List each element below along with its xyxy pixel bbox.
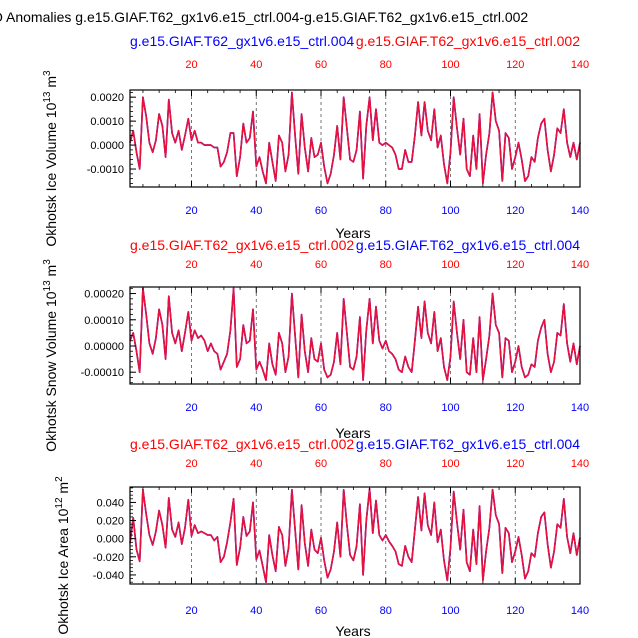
snow-volume-yaxis-label-part: m (43, 265, 59, 281)
snow-volume-yaxis-label-part: 13 (42, 280, 53, 292)
ice-volume-xaxis-label: Years (335, 225, 370, 241)
ice-volume-top-label-right: g.e15.GIAF.T62_gx1v6.e15_ctrl.002 (356, 33, 580, 49)
ice-area-xtick-label-top: 100 (441, 458, 459, 470)
ice-volume-ytick-label: 0.0000 (90, 140, 124, 152)
ice-area-yaxis-label-part: m (55, 482, 71, 498)
ice-area-top-label-right: g.e15.GIAF.T62_gx1v6.e15_ctrl.004 (356, 436, 580, 452)
ice-area-ytick-label: -0.020 (93, 552, 124, 564)
ice-area-top-label-left: g.e15.GIAF.T62_gx1v6.e15_ctrl.002 (130, 436, 354, 452)
ice-volume-xtick-label-top: 20 (185, 59, 197, 71)
ice-area-ytick-label: 0.020 (96, 516, 124, 528)
snow-volume-ytick-label: 0.00020 (84, 289, 124, 301)
ice-volume-xtick-label-top: 60 (315, 59, 327, 71)
snow-volume-xtick-label-bottom: 100 (441, 402, 459, 414)
snow-volume-xaxis-label: Years (335, 425, 370, 441)
snow-volume-top-label-right: g.e15.GIAF.T62_gx1v6.e15_ctrl.004 (356, 237, 580, 253)
ice-volume-xtick-label-bottom: 80 (380, 205, 392, 217)
snow-volume-xtick-label-top: 80 (380, 259, 392, 271)
ice-area-xtick-label-top: 20 (185, 458, 197, 470)
snow-volume-ytick-label: 0.00010 (84, 315, 124, 327)
snow-volume-xtick-label-top: 40 (250, 259, 262, 271)
ice-volume-xtick-label-bottom: 140 (571, 205, 589, 217)
ice-volume-xtick-label-top: 100 (441, 59, 459, 71)
ice-area-xtick-label-top: 60 (315, 458, 327, 470)
ice-area-ytick-label: 0.000 (96, 534, 124, 546)
ice-area-xtick-label-bottom: 40 (250, 605, 262, 617)
ice-area-plot-frame (129, 486, 581, 585)
ice-volume-top-label-left: g.e15.GIAF.T62_gx1v6.e15_ctrl.004 (130, 33, 354, 49)
ice-area-xtick-label-bottom: 20 (185, 605, 197, 617)
ice-area-xtick-label-bottom: 80 (380, 605, 392, 617)
snow-volume-yaxis-label-part: 3 (42, 259, 53, 265)
ice-volume-xtick-label-bottom: 100 (441, 205, 459, 217)
snow-volume-xtick-label-bottom: 60 (315, 402, 327, 414)
ice-volume-xtick-label-top: 120 (506, 59, 524, 71)
snow-volume-ytick-label: 0.00000 (84, 341, 124, 353)
snow-volume-ytick-label: -0.00010 (81, 367, 124, 379)
snow-volume-xtick-label-bottom: 20 (185, 402, 197, 414)
snow-volume-xtick-label-bottom: 80 (380, 402, 392, 414)
ice-area-xtick-label-top: 120 (506, 458, 524, 470)
ice-volume-ytick-label: 0.0010 (90, 116, 124, 128)
snow-volume-yaxis-label: Okhotsk Snow Volume 1013 m3 (42, 259, 59, 452)
ice-volume-yaxis-label-part: 13 (42, 91, 53, 103)
ice-volume-yaxis-label-part: Okhotsk Ice Volume 10 (43, 102, 59, 246)
ice-area-yaxis-label-part: Okhotsk Ice Area 10 (55, 508, 71, 634)
snow-volume-xtick-label-bottom: 140 (571, 402, 589, 414)
snow-volume-xtick-label-bottom: 40 (250, 402, 262, 414)
ice-area-xaxis-label: Years (335, 623, 370, 638)
snow-volume-xtick-label-top: 20 (185, 259, 197, 271)
snow-volume-xtick-label-top: 120 (506, 259, 524, 271)
snow-volume-series-line (129, 287, 581, 381)
ice-area-series-line (129, 487, 581, 584)
ice-volume-yaxis-label: Okhotsk Ice Volume 1013 m3 (42, 70, 59, 247)
ice-volume-ytick-label: -0.0010 (87, 164, 124, 176)
figure-title: O Anomalies g.e15.GIAF.T62_gx1v6.e15_ctr… (0, 9, 528, 25)
ice-area-xtick-label-bottom: 60 (315, 605, 327, 617)
ice-volume-xtick-label-bottom: 40 (250, 205, 262, 217)
ice-area-yaxis-label: Okhotsk Ice Area 1012 m2 (54, 476, 71, 635)
snow-volume-yaxis-label-part: Okhotsk Snow Volume 10 (43, 291, 59, 452)
ice-area-xtick-label-top: 40 (250, 458, 262, 470)
ice-volume-xtick-label-top: 80 (380, 59, 392, 71)
snow-volume-top-label-left: g.e15.GIAF.T62_gx1v6.e15_ctrl.002 (130, 237, 354, 253)
ice-area-xtick-label-top: 140 (571, 458, 589, 470)
ice-volume-xtick-label-bottom: 20 (185, 205, 197, 217)
ice-volume-xtick-label-bottom: 60 (315, 205, 327, 217)
ice-volume-ytick-label: 0.0020 (90, 92, 124, 104)
ice-volume-yaxis-label-part: m (43, 76, 59, 92)
ice-area-ytick-label: -0.040 (93, 570, 124, 582)
ice-volume-yaxis-label-part: 3 (42, 70, 53, 76)
ice-volume-plot-frame (129, 89, 581, 188)
ice-area-ytick-label: 0.040 (96, 497, 124, 509)
ice-area-yaxis-label-part: 12 (54, 497, 65, 509)
ice-volume-xtick-label-bottom: 120 (506, 205, 524, 217)
ice-area-xtick-label-bottom: 140 (571, 605, 589, 617)
snow-volume-xtick-label-top: 60 (315, 259, 327, 271)
snow-volume-xtick-label-bottom: 120 (506, 402, 524, 414)
ice-area-xtick-label-bottom: 120 (506, 605, 524, 617)
ice-area-xtick-label-bottom: 100 (441, 605, 459, 617)
snow-volume-xtick-label-top: 140 (571, 259, 589, 271)
snow-volume-xtick-label-top: 100 (441, 259, 459, 271)
ice-area-xtick-label-top: 80 (380, 458, 392, 470)
ice-area-series-line (129, 487, 581, 584)
ice-volume-series-line (129, 91, 581, 185)
ice-volume-xtick-label-top: 140 (571, 59, 589, 71)
ice-volume-xtick-label-top: 40 (250, 59, 262, 71)
ice-area-yaxis-label-part: 2 (54, 476, 65, 482)
